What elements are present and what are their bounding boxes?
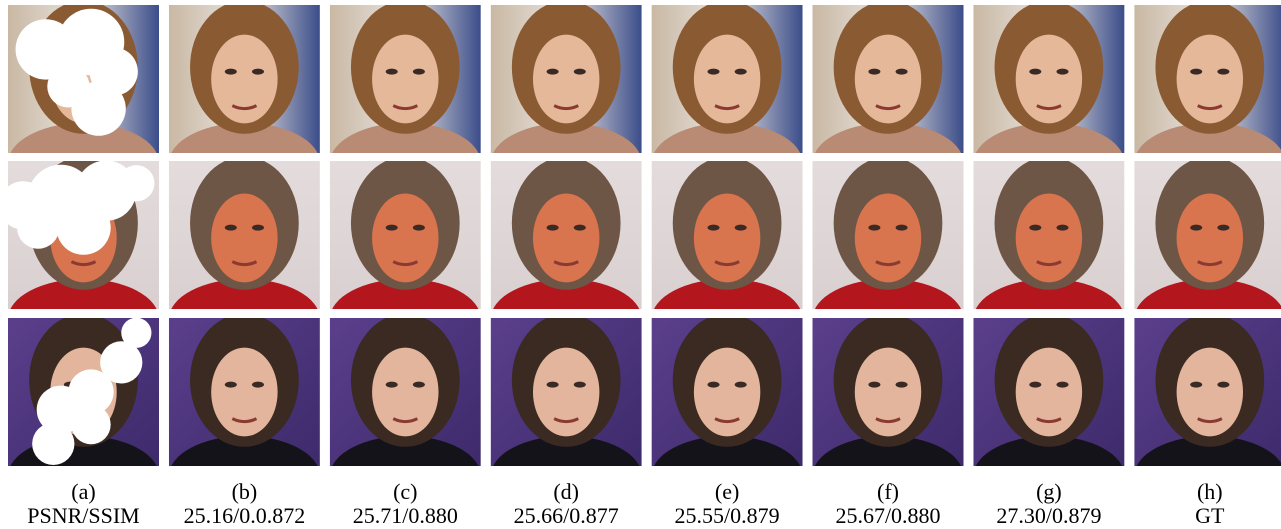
eye <box>574 69 586 75</box>
column-label: (f) <box>877 479 899 504</box>
column-label: (c) <box>393 479 417 504</box>
column-label: (e) <box>715 479 739 504</box>
eye <box>225 69 237 75</box>
eye <box>1217 69 1229 75</box>
column-label: (h) <box>1197 479 1223 504</box>
eye <box>1217 225 1229 231</box>
captions: (a)PSNR/SSIM (b)25.16/0.0.872 (c)25.71/0.8… <box>27 479 1225 528</box>
eye <box>413 382 425 388</box>
face <box>533 194 599 283</box>
eye <box>1029 382 1041 388</box>
eye <box>708 382 720 388</box>
mask-blob <box>32 423 74 465</box>
eye <box>1217 382 1229 388</box>
eye <box>413 69 425 75</box>
eye <box>868 225 880 231</box>
column-label: (a) <box>71 479 95 504</box>
eye <box>252 225 264 231</box>
eye <box>413 225 425 231</box>
column-metric: PSNR/SSIM <box>27 503 140 528</box>
face <box>372 194 438 283</box>
column-metric: 25.55/0.879 <box>675 503 780 528</box>
eye <box>1056 382 1068 388</box>
eye <box>1056 69 1068 75</box>
eye <box>735 382 747 388</box>
eye <box>225 225 237 231</box>
face <box>1016 194 1082 283</box>
mask-blob <box>118 165 154 201</box>
face <box>694 194 760 283</box>
eye <box>1029 69 1041 75</box>
mask-blob <box>71 405 110 444</box>
column-metric: 25.16/0.0.872 <box>184 503 306 528</box>
column-metric: 27.30/0.879 <box>996 503 1101 528</box>
column-metric: 25.67/0.880 <box>835 503 940 528</box>
column-metric: 25.66/0.877 <box>514 503 619 528</box>
eye <box>708 225 720 231</box>
eye <box>896 69 908 75</box>
eye <box>547 225 559 231</box>
eye <box>386 69 398 75</box>
eye <box>1190 69 1202 75</box>
column-metric: GT <box>1195 503 1225 528</box>
eye <box>225 382 237 388</box>
eye <box>386 225 398 231</box>
mask-blob <box>17 206 59 248</box>
eye <box>896 225 908 231</box>
column-label: (b) <box>232 479 258 504</box>
eye <box>868 382 880 388</box>
eye <box>1190 225 1202 231</box>
eye <box>1029 225 1041 231</box>
figure: (a)PSNR/SSIM (b)25.16/0.0.872 (c)25.71/0.8… <box>0 0 1281 529</box>
column-label: (d) <box>553 479 579 504</box>
column-metric: 25.71/0.880 <box>353 503 458 528</box>
face <box>855 194 921 283</box>
eye <box>252 382 264 388</box>
mask-blob <box>56 200 110 254</box>
eye <box>574 382 586 388</box>
eye <box>547 69 559 75</box>
eye <box>252 69 264 75</box>
eye <box>868 69 880 75</box>
eye <box>1056 225 1068 231</box>
image-grid <box>0 1 1281 516</box>
eye <box>386 382 398 388</box>
eye <box>547 382 559 388</box>
mask-blob <box>47 65 89 107</box>
face <box>211 194 277 283</box>
face <box>1177 194 1243 283</box>
column-label: (g) <box>1036 479 1062 504</box>
eye <box>574 225 586 231</box>
eye <box>735 225 747 231</box>
eye <box>708 69 720 75</box>
eye <box>735 69 747 75</box>
eye <box>896 382 908 388</box>
eye <box>1190 382 1202 388</box>
